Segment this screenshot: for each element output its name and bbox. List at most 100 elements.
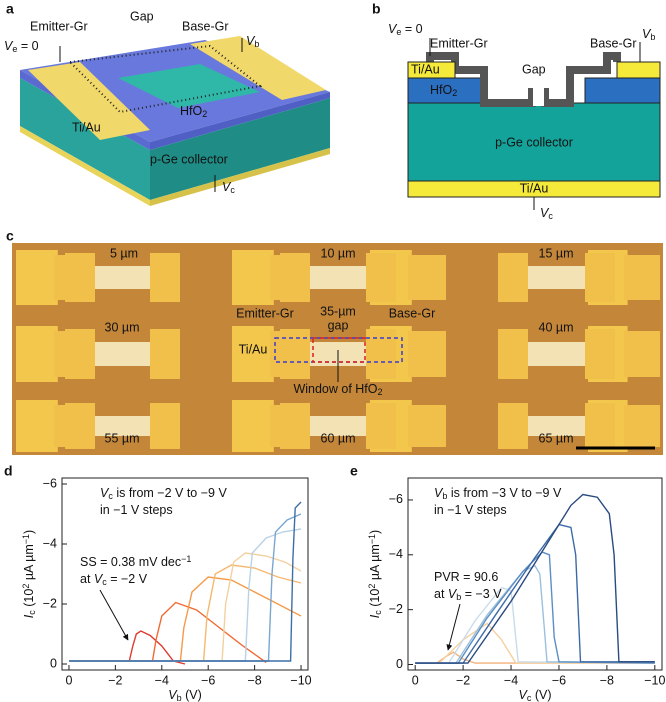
- plot-frame: [407, 477, 663, 671]
- label: Vb: [642, 27, 655, 41]
- series-line: [69, 576, 302, 662]
- text-part: −1: [367, 534, 377, 544]
- text-part: HfO: [430, 83, 453, 97]
- annotation: at Vb = −3 V: [434, 587, 502, 601]
- pad: [65, 403, 95, 449]
- pad: [232, 326, 274, 382]
- plot-frame: [61, 477, 309, 671]
- bottom-layer: [150, 148, 330, 206]
- x-axis-label: Vb (V): [168, 688, 202, 702]
- pad: [232, 400, 274, 452]
- text-part: e: [396, 27, 401, 37]
- x-tick-label: −2: [108, 673, 122, 687]
- text-part: e: [12, 44, 17, 54]
- panel-label: b: [372, 1, 381, 17]
- width-label: 10 µm: [321, 246, 356, 260]
- contact: [407, 61, 456, 79]
- label: Base-Gr: [389, 306, 436, 320]
- text-part: at: [434, 587, 448, 601]
- front-left-face: [20, 78, 150, 200]
- text-part: 2: [21, 584, 31, 589]
- front-right-face: [150, 98, 330, 200]
- text-part: V: [100, 486, 110, 500]
- text-part: = −3 V: [461, 587, 502, 601]
- series-line: [69, 528, 302, 662]
- text-part: µA µm: [368, 544, 382, 583]
- x-tick-label: −10: [644, 673, 665, 687]
- text-part: ): [368, 530, 382, 534]
- text-part: HfO: [180, 104, 203, 118]
- x-tick-label: 0: [412, 673, 419, 687]
- text-part: c: [373, 610, 383, 615]
- label: Window of HfO2: [293, 382, 382, 396]
- text-part: = 0: [401, 22, 422, 36]
- pad: [624, 405, 660, 447]
- text-part: 2: [378, 387, 383, 397]
- pad: [150, 253, 180, 302]
- label: Ve = 0: [388, 22, 423, 36]
- pad: [16, 250, 58, 305]
- text-part: c: [108, 491, 113, 501]
- label: Vb: [246, 34, 259, 48]
- x-axis-label: Vc (V): [519, 688, 552, 702]
- label: p-Ge collector: [150, 152, 228, 166]
- pad: [366, 403, 396, 449]
- pad: [28, 62, 150, 140]
- y-tick-label: 0: [396, 657, 403, 671]
- text-part: SS = 0.38 mV dec: [80, 555, 181, 569]
- width-label: 15 µm: [539, 246, 574, 260]
- text-part: −1: [21, 534, 31, 544]
- label: Gap: [522, 62, 546, 76]
- y-tick-label: −6: [389, 492, 403, 506]
- graphene: [528, 342, 585, 366]
- panel-b: b Ve = 0 Emitter-Gr Base-Gr Vb Gap Ti/Au…: [372, 1, 661, 221]
- y-axis-label: Ic (102 µA µm−1): [367, 530, 383, 618]
- label: Ti/Au: [239, 342, 268, 356]
- text-part: Window of HfO: [293, 382, 377, 396]
- graphene: [310, 266, 366, 289]
- text-part: 2: [202, 109, 207, 119]
- pad: [65, 329, 95, 379]
- panel-a: a Emitter-Gr Gap Base-Gr Ve = 0 Vb Ti/Au…: [4, 1, 330, 206]
- panel-label: d: [4, 463, 13, 479]
- width-label: 5 µm: [110, 246, 138, 260]
- annotation: in −1 V steps: [100, 503, 173, 517]
- panel-c-labels: 5 µm 10 µm 15 µm 30 µm 40 µm 55 µm 60 µm…: [105, 246, 574, 445]
- pad: [366, 253, 396, 302]
- text-part: b: [254, 39, 259, 49]
- width-label: 40 µm: [539, 320, 574, 334]
- text-part: V: [222, 180, 232, 194]
- text-part: c: [548, 211, 553, 221]
- pad: [16, 326, 58, 382]
- y-tick-label: −4: [389, 547, 403, 561]
- text-part: = −2 V: [107, 572, 148, 586]
- gap-label: 35-µm: [320, 304, 356, 318]
- charts: d0 −2 −4 −6 −8 −100−2−4−6Vb (V)Ic (102 µA µm−…: [4, 463, 665, 702]
- contact: [616, 61, 661, 79]
- series-line: [69, 630, 186, 665]
- series-line: [415, 493, 655, 664]
- text-part: I: [22, 614, 36, 618]
- pad: [498, 253, 528, 302]
- text-part: (V): [182, 688, 202, 702]
- width-label: 65 µm: [539, 431, 574, 445]
- label: Ti/Au: [520, 181, 549, 195]
- label: Ti/Au: [411, 62, 440, 76]
- annotation: Vc is from −2 V to −9 V: [100, 486, 227, 500]
- annotation: PVR = 90.6: [434, 570, 498, 584]
- graphene: [528, 416, 585, 436]
- text-part: 2: [452, 88, 457, 98]
- annotation: in −1 V steps: [434, 503, 507, 517]
- pad: [498, 329, 528, 379]
- graphene: [95, 342, 150, 366]
- pad: [408, 405, 446, 447]
- text-part: = 0: [17, 39, 38, 53]
- text-part: in −1 V steps: [434, 503, 507, 517]
- text-part: V: [540, 206, 550, 220]
- pad: [624, 331, 660, 377]
- pad: [585, 329, 615, 379]
- pad: [624, 255, 660, 300]
- window: [274, 337, 403, 363]
- text-part: is from −2 V to −9 V: [113, 486, 228, 500]
- pad: [498, 403, 528, 449]
